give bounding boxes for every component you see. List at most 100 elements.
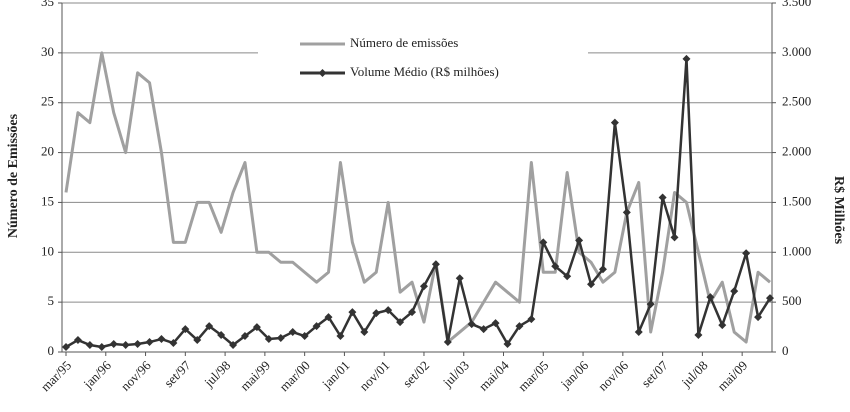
marker — [109, 340, 118, 349]
x-tick-label: mar/00 — [276, 358, 313, 395]
marker — [622, 208, 631, 217]
x-tick-label: jan/96 — [80, 357, 115, 392]
marker — [706, 293, 715, 302]
marker — [336, 332, 345, 341]
y-axis-title: Número de Emissões — [6, 113, 21, 238]
y2-tick-label: 2.500 — [782, 94, 811, 109]
x-tick-label: mai/04 — [476, 357, 512, 393]
y-tick-label: 5 — [48, 293, 55, 308]
y2-tick-label: 500 — [782, 293, 802, 308]
marker — [515, 322, 524, 331]
series-line — [64, 51, 771, 344]
x-tick-label: nov/01 — [356, 358, 392, 394]
marker — [718, 321, 727, 330]
x-tick-label: set/97 — [161, 357, 194, 390]
marker — [479, 325, 488, 334]
y-tick-label: 30 — [41, 44, 54, 59]
marker — [348, 308, 357, 317]
marker — [610, 118, 619, 127]
marker — [300, 332, 309, 341]
marker — [169, 339, 178, 348]
marker — [563, 272, 572, 281]
marker — [455, 274, 464, 283]
legend-label: Número de emissões — [350, 35, 458, 50]
marker — [312, 322, 321, 331]
y2-tick-label: 2.000 — [782, 144, 811, 159]
marker — [205, 322, 214, 331]
series-line — [65, 57, 772, 349]
marker — [491, 319, 500, 328]
y2-tick-label: 1.500 — [782, 193, 811, 208]
marker — [229, 341, 238, 350]
marker — [252, 323, 261, 332]
y2-tick-label: 3.500 — [782, 0, 811, 9]
marker — [288, 328, 297, 337]
x-tick-label: set/02 — [400, 358, 433, 391]
marker — [193, 336, 202, 345]
marker — [217, 331, 226, 340]
legend-box — [258, 28, 588, 90]
legend-marker — [318, 69, 327, 77]
marker — [372, 309, 381, 318]
marker — [360, 328, 369, 337]
marker — [587, 280, 596, 289]
marker — [694, 331, 703, 340]
x-tick-label: jan/01 — [318, 358, 352, 392]
marker — [97, 343, 106, 352]
marker — [670, 233, 679, 242]
marker — [157, 335, 166, 344]
marker — [754, 313, 763, 322]
marker — [62, 343, 70, 352]
marker — [73, 336, 82, 345]
marker — [527, 315, 536, 324]
y-tick-label: 15 — [41, 193, 54, 208]
y2-tick-label: 0 — [782, 343, 789, 358]
marker — [85, 341, 94, 350]
marker — [503, 340, 512, 349]
marker — [766, 294, 774, 303]
marker — [181, 325, 190, 334]
marker — [133, 340, 142, 349]
x-tick-label: jan/06 — [557, 357, 592, 392]
x-tick-label: jul/98 — [201, 358, 234, 391]
marker — [742, 249, 751, 258]
x-tick-label: mar/95 — [38, 358, 75, 395]
x-tick-label: mai/99 — [237, 358, 273, 394]
marker — [730, 287, 739, 296]
marker — [408, 308, 417, 317]
x-tick-label: set/07 — [638, 357, 671, 390]
marker — [658, 193, 667, 202]
marker — [551, 262, 560, 271]
x-tick-label: jul/08 — [678, 358, 711, 391]
legend-label: Volume Médio (R$ milhões) — [350, 64, 499, 79]
x-tick-label: jul/03 — [439, 358, 472, 391]
y2-tick-label: 3.000 — [782, 44, 811, 59]
marker — [539, 238, 548, 247]
y-tick-label: 20 — [41, 144, 54, 159]
marker — [431, 260, 440, 269]
marker — [443, 338, 452, 347]
y-tick-label: 10 — [41, 243, 54, 258]
y2-tick-label: 1.000 — [782, 243, 811, 258]
x-tick-label: mar/05 — [515, 358, 552, 395]
marker — [634, 328, 643, 337]
y2-axis-title: R$ Milhões — [831, 176, 846, 245]
marker — [276, 334, 285, 343]
y-tick-label: 0 — [48, 343, 55, 358]
marker — [324, 313, 333, 322]
marker — [575, 236, 584, 245]
y-tick-label: 35 — [41, 0, 54, 9]
marker — [467, 320, 476, 329]
marker — [121, 341, 130, 350]
marker — [419, 282, 428, 291]
marker — [396, 318, 405, 327]
marker — [264, 335, 273, 344]
marker — [646, 300, 655, 309]
y-tick-label: 25 — [41, 94, 54, 109]
x-tick-label: nov/96 — [118, 357, 154, 393]
marker — [682, 54, 691, 63]
x-tick-label: mai/09 — [714, 358, 750, 394]
marker — [598, 265, 607, 274]
marker — [384, 306, 393, 315]
